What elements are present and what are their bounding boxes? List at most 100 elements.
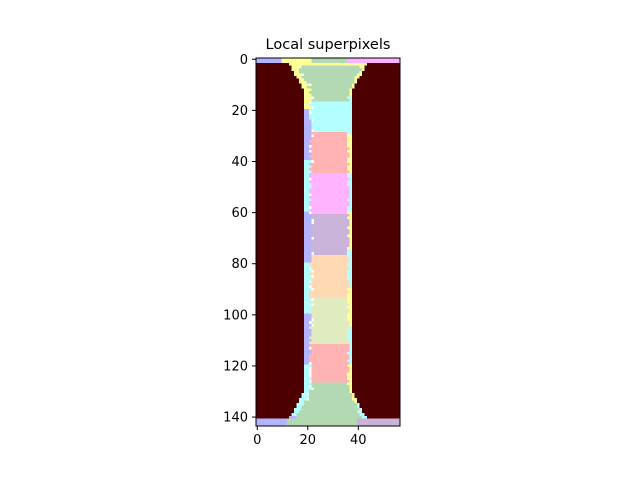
superpixel-edge-left — [304, 364, 312, 368]
superpixel-edge-left — [304, 377, 312, 380]
superpixel-edge-left — [304, 369, 310, 373]
superpixel-row — [304, 116, 352, 120]
superpixel-row — [304, 93, 352, 97]
superpixel-bottom-band — [278, 418, 282, 426]
superpixel-edge-left — [291, 68, 299, 71]
superpixel-bottom-band — [301, 418, 304, 426]
superpixel-top-band — [266, 58, 269, 64]
superpixel-edge-left — [304, 285, 310, 288]
superpixel-bottom-band — [389, 418, 393, 426]
superpixel-top-band — [319, 58, 322, 64]
superpixel-edge-left — [288, 63, 294, 66]
superpixel-row — [304, 124, 352, 127]
superpixel-row — [304, 242, 352, 245]
superpixel-row — [304, 157, 352, 161]
superpixel-boundary — [298, 65, 302, 69]
superpixel-edge-left — [304, 374, 310, 378]
superpixel-edge-right — [346, 334, 352, 337]
superpixel-row — [304, 344, 352, 347]
superpixel-top-band — [357, 58, 360, 64]
superpixel-edge-left — [304, 150, 310, 153]
superpixel-row — [304, 198, 352, 202]
superpixel-edge-left — [298, 81, 307, 84]
superpixel-boundary — [311, 119, 315, 122]
y-tick-label: 140 — [223, 411, 248, 426]
superpixel-edge-right — [359, 70, 363, 74]
superpixel-top-band — [394, 58, 398, 64]
y-tick-label: 80 — [231, 257, 248, 272]
superpixel-boundary — [311, 134, 315, 138]
superpixel-edge-left — [304, 175, 310, 179]
superpixel-top-band — [372, 58, 375, 64]
superpixel-edge-right — [349, 229, 352, 232]
superpixel-bottom-band — [326, 418, 330, 426]
superpixel-edge-left — [301, 83, 310, 87]
superpixel-row — [298, 400, 358, 403]
superpixel-bottom-band — [273, 418, 277, 426]
superpixel-edge-right — [349, 147, 352, 150]
superpixel-edge-right — [349, 326, 352, 329]
superpixel-edge-left — [304, 244, 310, 248]
superpixel-edge-right — [346, 216, 352, 219]
superpixel-row — [304, 262, 352, 265]
superpixel-edge-left — [304, 323, 312, 327]
superpixel-boundary — [311, 288, 315, 291]
superpixel-edge-left — [304, 116, 310, 120]
superpixel-top-band — [256, 58, 259, 64]
superpixel-row — [304, 380, 352, 383]
superpixel-top-band — [374, 58, 378, 64]
superpixel-bottom-band — [258, 418, 262, 426]
superpixel-row — [304, 339, 352, 342]
superpixel-row — [291, 413, 365, 416]
superpixel-bottom-band — [336, 418, 340, 426]
superpixel-bottom-band — [382, 418, 385, 426]
superpixel-edge-left — [304, 300, 310, 304]
superpixel-row — [304, 208, 352, 212]
superpixel-boundary — [309, 144, 312, 148]
superpixel-edge-left — [304, 277, 312, 281]
superpixel-boundary — [309, 193, 312, 196]
superpixel-row — [296, 75, 360, 79]
superpixel-edge-right — [349, 231, 352, 235]
superpixel-edge-left — [304, 203, 310, 207]
superpixel-edge-right — [346, 129, 352, 133]
superpixel-boundary — [311, 275, 315, 278]
superpixel-bottom-band — [268, 418, 272, 426]
superpixel-row — [304, 290, 352, 294]
superpixel-row — [304, 341, 352, 345]
superpixel-row — [304, 277, 352, 281]
x-tick-label: 40 — [350, 433, 367, 448]
superpixel-row — [301, 395, 355, 398]
superpixel-row — [304, 364, 352, 368]
superpixel-edge-left — [298, 397, 307, 401]
superpixel-row — [304, 173, 352, 176]
superpixel-boundary — [311, 106, 315, 110]
superpixel-top-band — [293, 58, 297, 64]
superpixel-edge-right — [349, 193, 352, 196]
superpixel-edge-right — [346, 318, 352, 322]
superpixel-row — [304, 224, 352, 227]
superpixel-edge-left — [304, 295, 310, 299]
superpixel-edge-left — [304, 280, 310, 283]
superpixel-edge-left — [304, 387, 312, 391]
superpixel-edge-right — [346, 211, 352, 214]
superpixel-edge-left — [304, 170, 312, 173]
superpixel-top-band — [273, 58, 277, 64]
superpixel-row — [304, 203, 352, 207]
superpixel-row — [304, 167, 352, 171]
superpixel-boundary — [309, 372, 312, 375]
superpixel-row — [304, 119, 352, 122]
superpixel-edge-left — [304, 262, 310, 265]
superpixel-top-band — [304, 58, 307, 64]
superpixel-edge-right — [346, 328, 352, 332]
superpixel-boundary — [309, 206, 312, 209]
superpixel-edge-left — [304, 198, 312, 202]
superpixel-top-band — [268, 58, 272, 64]
superpixel-row — [304, 206, 352, 209]
superpixel-edge-right — [346, 351, 352, 355]
superpixel-edge-right — [346, 247, 352, 250]
superpixel-top-band — [326, 58, 330, 64]
superpixel-boundary — [311, 252, 315, 255]
superpixel-row — [288, 63, 368, 66]
superpixel-edge-left — [301, 392, 307, 396]
